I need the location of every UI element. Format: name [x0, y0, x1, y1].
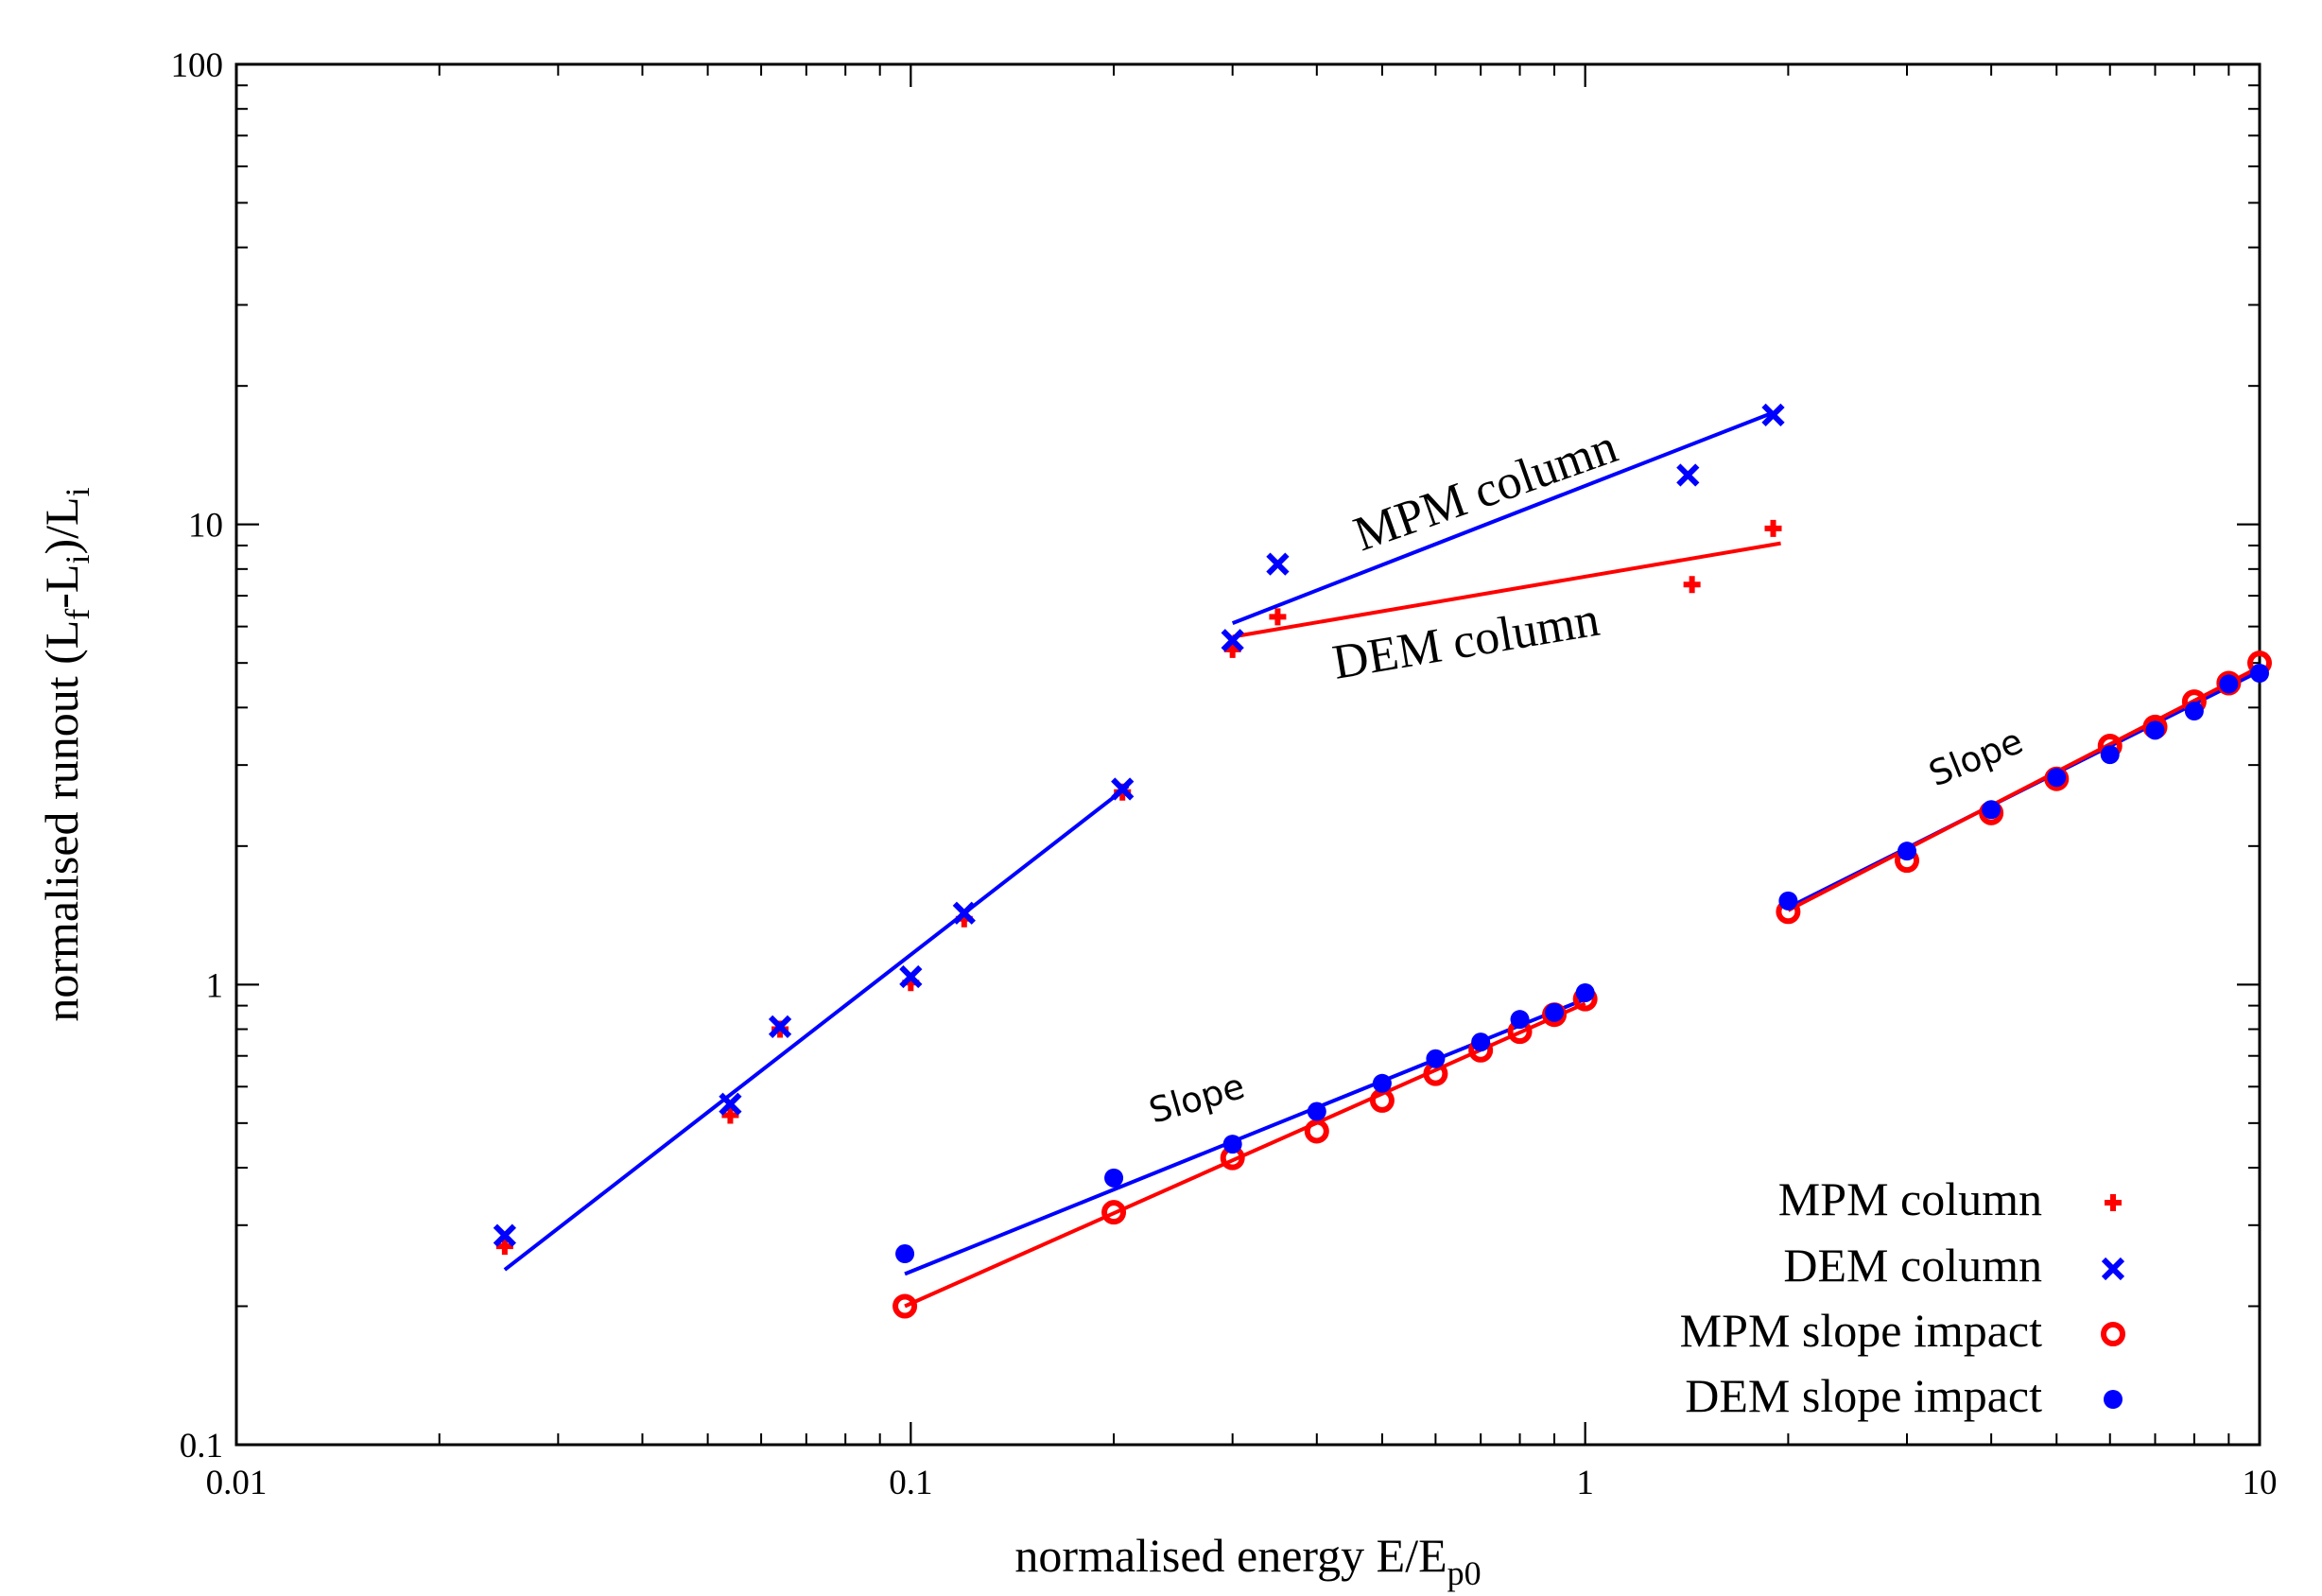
dem-slope-impact-point: [2100, 745, 2120, 765]
mpm-column-point: [495, 1238, 513, 1256]
annotation-dem-column: DEM column: [1329, 593, 1603, 690]
fit-line: [1232, 541, 1781, 639]
legend-markers: [2101, 1194, 2125, 1409]
legend-marker-dem-slope-impact: [2104, 1390, 2123, 1409]
y-axis-label: normalised runout (Lf-Li)/Li: [35, 487, 96, 1021]
mpm-column-point: [1683, 576, 1701, 594]
dem-column-point: [1761, 403, 1785, 426]
fit-line: [1231, 410, 1775, 626]
y-tick-label: 100: [171, 46, 224, 85]
dem-column-point: [719, 1092, 742, 1116]
dem-slope-impact-point: [1426, 1049, 1446, 1068]
fit-line: [1787, 665, 2261, 912]
y-tick-label: 0.1: [180, 1427, 223, 1466]
dem-slope-impact-point: [2047, 768, 2067, 788]
mpm-column-point: [721, 1106, 739, 1124]
dem-slope-impact-point: [1104, 1168, 1124, 1188]
x-tick-label: 10: [2243, 1464, 2278, 1502]
legend-label-dem-slope-impact: DEM slope impact: [1685, 1369, 2042, 1422]
annotation-slope-upper: Slope: [1923, 720, 2028, 794]
dem-column-point: [1676, 463, 1700, 487]
dem-slope-impact-point: [1545, 1002, 1565, 1022]
dem-slope-impact-point: [1982, 800, 2001, 820]
mpm-slope-impact-point: [1304, 1119, 1329, 1144]
fit-lines: [503, 410, 2261, 1309]
dem-slope-impact-point: [1372, 1073, 1392, 1093]
dem-column-point: [952, 901, 976, 925]
axis-ticks: [235, 63, 2261, 1446]
x-tick-label: 0.1: [889, 1464, 932, 1502]
plot-frame: [234, 62, 2261, 1447]
y-tick-label: 1: [206, 966, 224, 1005]
y-tick-label: 10: [188, 507, 223, 546]
dem-column-point: [768, 1015, 792, 1038]
mpm-slope-impact-point: [1369, 1087, 1395, 1113]
legend-marker-mpm-column: [2105, 1194, 2122, 1211]
dem-slope-impact-point: [1510, 1010, 1530, 1030]
legend-label-mpm-slope-impact: MPM slope impact: [1680, 1304, 2042, 1357]
x-tick-label: 1: [1576, 1464, 1594, 1502]
dem-slope-impact-point: [2184, 702, 2204, 721]
mpm-slope-impact-point: [1101, 1200, 1127, 1225]
dem-slope-impact-point: [2250, 664, 2269, 684]
dem-slope-impact-point: [2219, 674, 2239, 694]
dem-column-point: [899, 964, 923, 989]
dem-slope-impact-point: [1471, 1032, 1491, 1052]
data-points: [493, 403, 2272, 1319]
x-axis-label: normalised energy E/Ep0: [1014, 1529, 1481, 1592]
dem-column-point: [493, 1223, 516, 1247]
mpm-column-point: [1764, 519, 1782, 537]
x-axis-label-sub: p0: [1447, 1554, 1482, 1592]
legend-marker-mpm-slope-impact: [2101, 1322, 2125, 1346]
x-tick-label: 0.01: [206, 1464, 268, 1502]
legend: MPM column DEM column MPM slope impact D…: [1680, 1172, 2125, 1422]
dem-slope-impact-point: [1897, 841, 1917, 861]
mpm-column-point: [1269, 608, 1287, 626]
dem-column-point: [1111, 777, 1135, 801]
dem-slope-impact-point: [1575, 982, 1595, 1002]
annotation-slope-lower: Slope: [1145, 1066, 1250, 1132]
mpm-slope-impact-point: [892, 1293, 918, 1319]
dem-slope-impact-point: [1778, 891, 1798, 911]
dem-column-point: [1221, 629, 1244, 652]
dem-column-point: [1266, 552, 1290, 576]
legend-marker-dem-column: [2101, 1257, 2125, 1281]
annotation-mpm-column: MPM column: [1347, 420, 1624, 563]
dem-slope-impact-point: [1222, 1135, 1242, 1154]
dem-slope-impact-point: [895, 1244, 915, 1264]
legend-label-mpm-column: MPM column: [1778, 1172, 2042, 1225]
legend-label-dem-column: DEM column: [1783, 1239, 2042, 1292]
dem-slope-impact-point: [2145, 720, 2165, 740]
fit-line: [503, 784, 1130, 1272]
dem-slope-impact-point: [1307, 1102, 1326, 1121]
